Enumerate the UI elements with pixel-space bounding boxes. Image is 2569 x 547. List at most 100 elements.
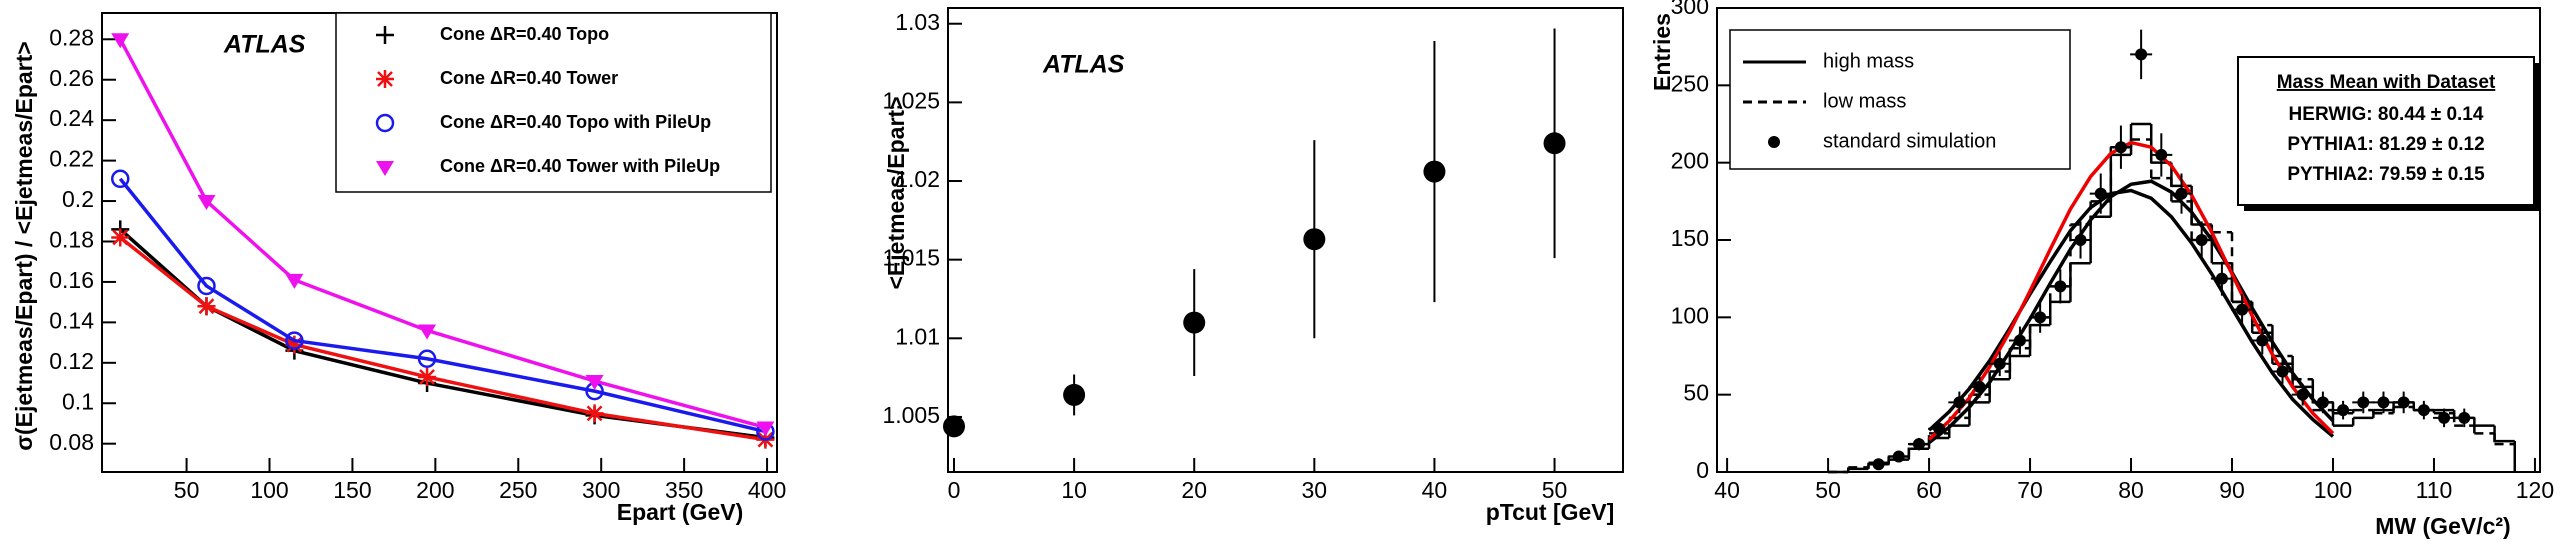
- y-tick-label: 0.28: [49, 24, 94, 50]
- point: [2397, 396, 2410, 409]
- point: [1063, 383, 1086, 406]
- y-tick-label: 50: [1683, 380, 1709, 406]
- point: [2074, 234, 2087, 246]
- y-axis-label: <Ejetmeas/Epart>: [883, 96, 909, 289]
- marker: [418, 367, 437, 386]
- y-tick-label: 1.005: [882, 402, 940, 428]
- y-tick-label: 0.08: [49, 429, 94, 455]
- y-tick-label: 0.18: [49, 227, 94, 253]
- x-tick-label: 300: [582, 477, 620, 503]
- series-line: [119, 236, 766, 442]
- x-tick-label: 50: [1542, 477, 1568, 503]
- y-axis-label: Entries: [1649, 13, 1675, 91]
- y-tick-label: 0.14: [49, 307, 94, 333]
- point: [2215, 272, 2228, 285]
- x-tick-label: 110: [2416, 477, 2453, 503]
- y-tick-label: 0.2: [62, 186, 94, 212]
- legend: [1729, 29, 2071, 170]
- point: [2337, 404, 2350, 417]
- y-axis-label: σ(Ejetmeas/Epart) / <Ejetmeas/Epart>: [11, 41, 37, 450]
- point: [2175, 187, 2188, 200]
- point: [1953, 396, 1966, 409]
- y-tick-label: 100: [1671, 302, 1709, 328]
- point: [1892, 450, 1905, 463]
- point: [2135, 48, 2148, 61]
- legend-marker: [376, 70, 394, 88]
- info-box-row: HERWIG: 80.44 ± 0.14: [2289, 104, 2484, 125]
- legend-marker: [375, 113, 395, 133]
- x-tick-label: 150: [333, 477, 371, 503]
- point: [2357, 396, 2370, 409]
- point: [2316, 396, 2329, 409]
- point: [2377, 396, 2390, 409]
- marker: [285, 335, 304, 354]
- legend-marker: [1768, 136, 1780, 148]
- y-tick-label: 1.03: [895, 9, 940, 35]
- x-tick-label: 250: [499, 477, 537, 503]
- point: [1303, 228, 1326, 251]
- annotation: ATLAS: [223, 31, 306, 59]
- point: [1993, 357, 2006, 370]
- legend-label: Cone ΔR=0.40 Tower: [440, 68, 618, 88]
- info-box-row: PYTHIA2: 79.59 ± 0.15: [2287, 164, 2485, 185]
- x-tick-label: 100: [250, 477, 288, 503]
- marker: [197, 276, 216, 296]
- legend-label: Cone ΔR=0.40 Tower with PileUp: [440, 156, 720, 176]
- x-tick-label: 70: [2017, 477, 2043, 503]
- x-tick-label: 50: [1815, 477, 1841, 503]
- point: [1183, 311, 1206, 334]
- point: [2054, 280, 2067, 293]
- x-tick-label: 400: [748, 477, 786, 503]
- info-box: [2237, 56, 2535, 206]
- x-tick-label: 200: [416, 477, 454, 503]
- y-tick-label: 0.22: [49, 146, 94, 172]
- y-tick-label: 1.025: [882, 87, 940, 113]
- marker: [197, 195, 216, 211]
- point: [2458, 411, 2471, 424]
- x-tick-label: 30: [1302, 477, 1328, 503]
- legend-label: standard simulation: [1823, 130, 1996, 152]
- point: [2438, 411, 2451, 424]
- point: [2256, 334, 2269, 347]
- legend-label: high mass: [1823, 50, 1914, 72]
- y-tick-label: 250: [1671, 70, 1709, 96]
- marker: [756, 421, 775, 437]
- marker: [110, 169, 130, 189]
- y-tick-label: 0.26: [49, 65, 94, 91]
- legend-marker: [376, 26, 394, 44]
- point: [2094, 187, 2107, 200]
- marker: [285, 331, 304, 350]
- marker: [585, 404, 604, 423]
- point: [2276, 365, 2289, 378]
- x-tick-label: 350: [665, 477, 703, 503]
- x-tick-label: 10: [1061, 477, 1087, 503]
- point: [1973, 380, 1986, 393]
- y-tick-label: 300: [1671, 0, 1709, 19]
- x-tick-label: 40: [1422, 477, 1448, 503]
- x-tick-label: 60: [1916, 477, 1942, 503]
- marker: [197, 297, 216, 316]
- x-axis-label: pTcut [GeV]: [1486, 499, 1615, 525]
- plot-frame: [947, 7, 1624, 473]
- info-box-title: Mass Mean with Dataset: [2277, 72, 2496, 93]
- y-tick-label: 0.1: [62, 388, 94, 414]
- marker: [285, 273, 304, 289]
- y-tick-label: 150: [1671, 225, 1709, 251]
- x-axis-label: Epart (GeV): [617, 499, 744, 525]
- fit-curve: [1927, 188, 2335, 438]
- x-tick-label: 0: [948, 477, 961, 503]
- x-tick-label: 40: [1714, 477, 1740, 503]
- y-tick-label: 0.24: [49, 105, 94, 131]
- legend: [335, 12, 772, 193]
- legend-label: Cone ΔR=0.40 Topo with PileUp: [440, 112, 711, 132]
- y-tick-label: 200: [1671, 148, 1709, 174]
- info-box-row: PYTHIA1: 81.29 ± 0.12: [2287, 134, 2484, 155]
- point: [2013, 334, 2026, 347]
- x-tick-label: 120: [2516, 477, 2554, 503]
- point: [2155, 148, 2168, 161]
- fit-curve: [1927, 179, 2335, 445]
- marker: [585, 375, 604, 391]
- point: [2114, 141, 2127, 154]
- x-tick-label: 80: [2118, 477, 2144, 503]
